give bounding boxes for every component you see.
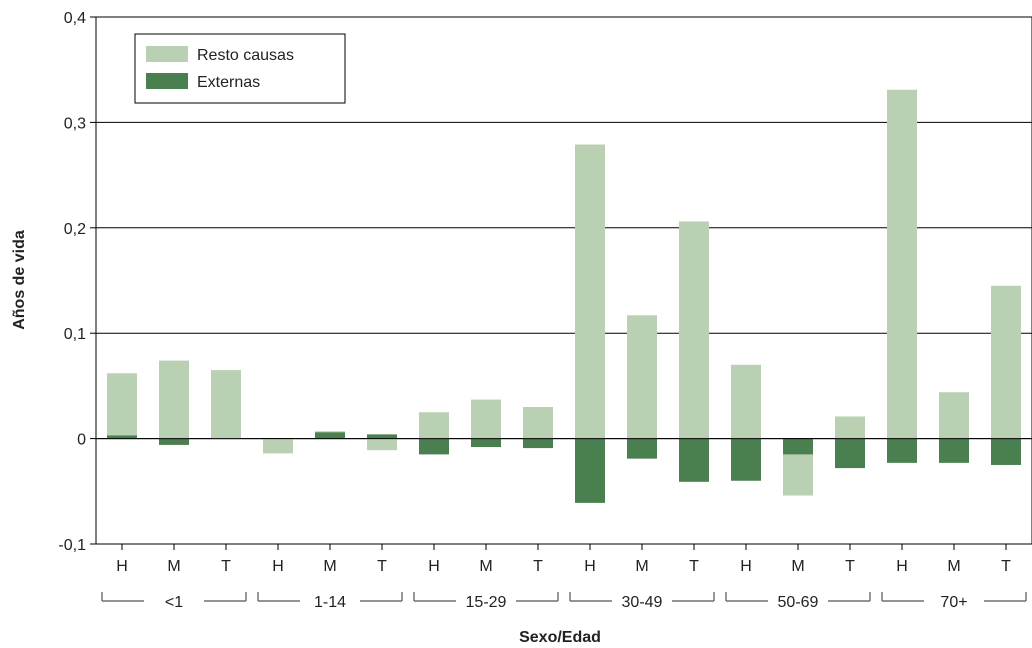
- bar-externas: [107, 435, 137, 439]
- bar-externas: [315, 432, 345, 439]
- bar-resto-causas: [211, 370, 241, 439]
- bar-resto-causas: [887, 89, 917, 439]
- bar-resto-causas: [471, 399, 501, 439]
- bar-externas: [627, 438, 657, 459]
- bar-externas: [367, 434, 397, 439]
- x-tick-label: T: [221, 558, 231, 575]
- bar-externas: [471, 438, 501, 448]
- group-label: 1-14: [314, 594, 346, 611]
- bar-resto-causas: [679, 221, 709, 439]
- bar-resto-causas: [835, 416, 865, 439]
- bar-resto-causas: [939, 392, 969, 439]
- group-label: 30-49: [622, 594, 663, 611]
- bar-resto-causas: [263, 438, 293, 454]
- x-tick-label: T: [1001, 558, 1011, 575]
- bar-externas: [835, 438, 865, 469]
- bar-resto-causas: [783, 454, 813, 496]
- y-tick-label: 0,2: [64, 221, 86, 238]
- legend: Resto causas Externas: [134, 33, 346, 104]
- bar-externas: [159, 438, 189, 445]
- group-brackets: <1 1-14 15-29 30-49 50-69 70+: [101, 592, 1027, 611]
- x-tick-label: H: [896, 558, 908, 575]
- x-tick-label: M: [947, 558, 960, 575]
- bar-externas: [991, 438, 1021, 465]
- legend-swatch-resto-causas: [146, 46, 188, 62]
- bar-externas: [887, 438, 917, 463]
- legend-swatch-externas: [146, 73, 188, 89]
- bar-externas: [419, 438, 449, 455]
- x-axis-title: Sexo/Edad: [519, 629, 601, 646]
- bar-externas: [523, 438, 553, 449]
- legend-label-externas: Externas: [197, 74, 260, 91]
- y-axis-title: Años de vida: [11, 230, 28, 330]
- bar-externas: [731, 438, 761, 481]
- bar-resto-causas: [523, 406, 553, 439]
- bar-resto-causas: [419, 412, 449, 439]
- y-tick-label: 0,1: [64, 326, 86, 343]
- bar-resto-causas: [315, 431, 345, 433]
- group-label: 15-29: [466, 594, 507, 611]
- y-tick-label: 0,4: [64, 10, 86, 27]
- x-tick-label: H: [116, 558, 128, 575]
- bar-externas: [783, 438, 813, 455]
- x-tick-label: M: [635, 558, 648, 575]
- plot-frame: [95, 16, 1032, 545]
- bar-externas: [575, 438, 605, 503]
- bar-resto-causas: [575, 144, 605, 439]
- x-tick-label: M: [167, 558, 180, 575]
- legend-box: [134, 33, 346, 104]
- bars: [107, 89, 1021, 503]
- bar-externas: [939, 438, 969, 463]
- x-tick-label: H: [272, 558, 284, 575]
- bar-resto-causas: [367, 438, 397, 451]
- x-tick-label: T: [689, 558, 699, 575]
- x-tick-label: T: [377, 558, 387, 575]
- x-tick-label: T: [845, 558, 855, 575]
- y-tick-label: 0,3: [64, 115, 86, 132]
- x-tick-label: H: [428, 558, 440, 575]
- group-label: 70+: [940, 594, 967, 611]
- bar-resto-causas: [159, 360, 189, 439]
- x-tick-label: H: [740, 558, 752, 575]
- x-tick-label: T: [533, 558, 543, 575]
- group-label: <1: [165, 594, 183, 611]
- y-tick-label: 0: [77, 432, 86, 449]
- bar-resto-causas: [107, 373, 137, 436]
- x-tick-label: M: [323, 558, 336, 575]
- x-tick-label: M: [791, 558, 804, 575]
- x-tick-label: M: [479, 558, 492, 575]
- bar-resto-causas: [991, 285, 1021, 439]
- bar-externas: [679, 438, 709, 482]
- x-tick-label: H: [584, 558, 596, 575]
- bar-resto-causas: [627, 315, 657, 439]
- bar-resto-causas: [731, 364, 761, 439]
- group-label: 50-69: [778, 594, 819, 611]
- legend-label-resto-causas: Resto causas: [197, 47, 294, 64]
- y-tick-label: -0,1: [58, 537, 86, 554]
- y-axis: -0,1 0 0,1 0,2 0,3 0,4: [58, 10, 96, 554]
